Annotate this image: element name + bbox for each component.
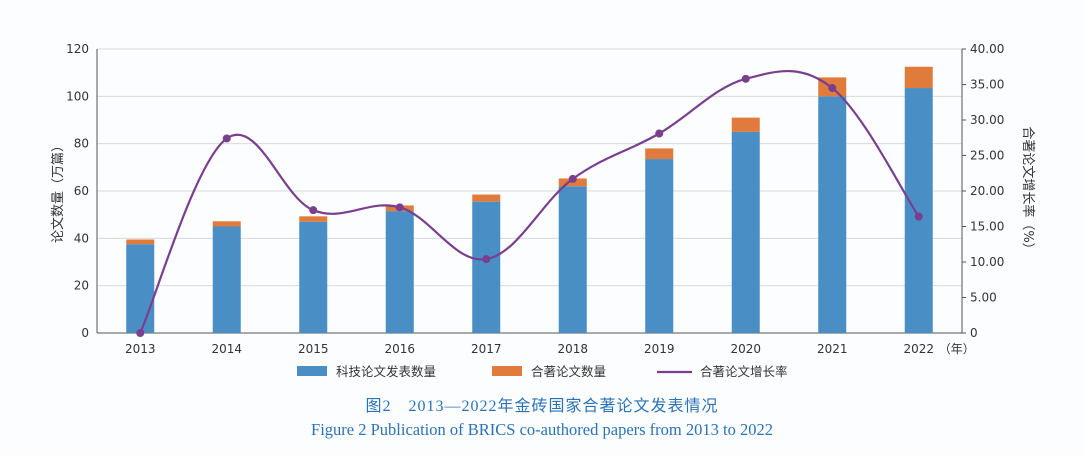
growth-point — [395, 203, 404, 212]
bar-papers — [558, 186, 587, 333]
bar-papers — [904, 88, 933, 333]
tick-labels: 0 20 40 60 80 100 120 0 5.00 10.00 15.00 20.00 25.00… — [66, 42, 1004, 356]
bar-papers — [126, 244, 155, 333]
right-tick-label: 0 — [970, 326, 978, 340]
right-tick-label: 30.00 — [970, 113, 1004, 127]
right-tick-label: 40.00 — [970, 42, 1004, 56]
growth-point — [914, 212, 923, 221]
x-tick-label: 2019 — [644, 342, 675, 356]
x-tick-label: 2020 — [730, 342, 761, 356]
chart: 0 20 40 60 80 100 120 0 5.00 10.00 15.00 20.00 25.00… — [51, 42, 1036, 379]
right-tick-label: 5.00 — [970, 291, 997, 305]
figure-caption-en: Figure 2 Publication of BRICS co-authore… — [311, 420, 773, 439]
legend-swatch-papers — [297, 366, 327, 376]
x-tick-label: 2018 — [557, 342, 588, 356]
left-tick-label: 100 — [66, 89, 89, 103]
growth-point — [222, 134, 231, 143]
bar-papers — [645, 159, 674, 333]
growth-line — [136, 69, 923, 337]
growth-point — [309, 206, 318, 215]
grid-lines — [97, 48, 962, 287]
bar-papers — [299, 221, 328, 333]
axes — [96, 48, 966, 334]
legend-label-papers: 科技论文发表数量 — [336, 364, 436, 379]
bar-coauthored — [904, 66, 933, 89]
left-axis-title: 论文数量（万篇） — [51, 139, 66, 243]
left-tick-label: 0 — [81, 326, 89, 340]
bar-coauthored — [126, 239, 155, 245]
growth-point — [568, 174, 577, 183]
left-tick-label: 40 — [74, 231, 89, 245]
right-tick-label: 20.00 — [970, 184, 1004, 198]
legend-label-growth: 合著论文增长率 — [700, 364, 788, 379]
bars — [126, 66, 933, 333]
growth-point — [741, 74, 750, 83]
bar-papers — [731, 131, 760, 333]
x-axis-unit: （年） — [939, 342, 975, 356]
legend-label-coauthored: 合著论文数量 — [531, 364, 606, 379]
left-tick-label: 20 — [74, 279, 89, 293]
bar-papers — [472, 201, 501, 333]
right-tick-label: 15.00 — [970, 220, 1004, 234]
growth-point — [136, 329, 145, 337]
growth-point — [828, 84, 837, 93]
bar-coauthored — [299, 216, 328, 222]
x-tick-label: 2021 — [817, 342, 848, 356]
bar-coauthored — [645, 148, 674, 160]
right-tick-label: 35.00 — [970, 78, 1004, 92]
x-tick-label: 2014 — [211, 342, 242, 356]
left-tick-label: 120 — [66, 42, 89, 56]
x-tick-label: 2016 — [384, 342, 415, 356]
right-tick-label: 25.00 — [970, 149, 1004, 163]
bar-papers — [385, 211, 414, 333]
bar-coauthored — [212, 221, 241, 227]
growth-point — [655, 129, 664, 138]
bar-coauthored — [731, 117, 760, 132]
x-tick-label: 2022 — [903, 342, 934, 356]
growth-point — [482, 255, 491, 264]
legend: 科技论文发表数量 合著论文数量 合著论文增长率 — [297, 364, 788, 379]
bar-coauthored — [472, 194, 501, 202]
x-tick-label: 2017 — [471, 342, 502, 356]
bar-papers — [818, 96, 847, 333]
x-tick-label: 2015 — [298, 342, 329, 356]
right-axis-title: 合著论文增长率（%） — [1020, 126, 1036, 255]
x-tick-label: 2013 — [125, 342, 156, 356]
bar-papers — [212, 226, 241, 333]
figure-caption-cn: 图2 2013—2022年金砖国家合著论文发表情况 — [365, 398, 719, 415]
growth-line-path — [139, 69, 920, 334]
left-tick-label: 60 — [74, 184, 89, 198]
legend-swatch-coauthored — [492, 366, 522, 376]
left-tick-label: 80 — [74, 137, 89, 151]
right-tick-label: 10.00 — [970, 255, 1004, 269]
